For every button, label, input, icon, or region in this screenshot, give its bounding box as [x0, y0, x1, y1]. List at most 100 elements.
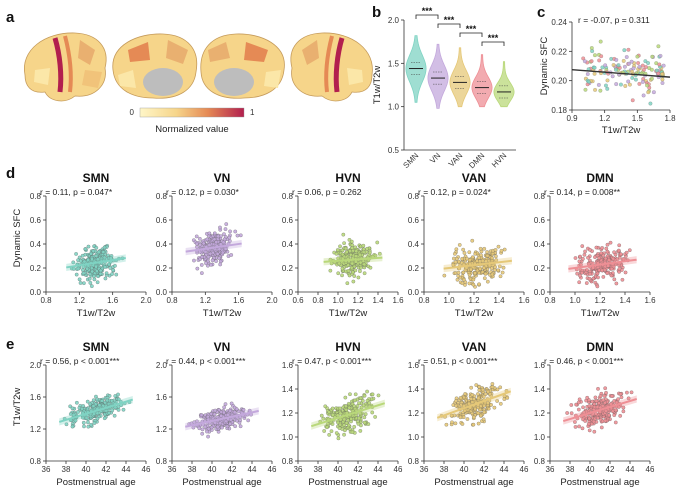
chart-e-point [91, 398, 96, 403]
chart-d-point [470, 255, 475, 260]
chart-e-point [495, 399, 499, 403]
panel-label-b: b [372, 4, 381, 21]
chart-d-point [469, 267, 473, 272]
chart-d-dmn-y-tick-label: 0.2 [534, 264, 546, 273]
chart-e-vn-y-tick-label: 1.6 [156, 393, 168, 402]
chart-e-x-axis-title: Postmenstrual age [560, 477, 639, 488]
chart-e-point [449, 413, 454, 418]
chart-d-point [485, 279, 490, 284]
chart-d-point [343, 246, 348, 251]
scatter-c-point [596, 83, 601, 87]
chart-d-dmn-x-tick-label: 1.6 [644, 296, 656, 305]
chart-e-point [462, 408, 467, 413]
chart-e-point [237, 420, 242, 425]
scatter-c-point [619, 82, 623, 87]
colorbar-title: Normalized value [155, 124, 228, 135]
chart-d-point [83, 247, 88, 251]
chart-d-point [473, 251, 478, 256]
chart-d-point [611, 256, 616, 261]
chart-d-point [90, 284, 94, 289]
chart-d-point [377, 251, 382, 256]
chart-e-point [573, 425, 578, 429]
chart-d-point [605, 249, 610, 254]
violin-category-label: HVN [490, 151, 508, 169]
chart-d-point [111, 268, 115, 272]
chart-e-point [569, 403, 574, 407]
chart-d-point [478, 246, 483, 251]
chart-e-point [363, 412, 368, 416]
chart-e-point [84, 416, 89, 420]
chart-d-point [204, 261, 208, 266]
chart-d-point [338, 244, 342, 249]
chart-d-point [87, 276, 92, 281]
chart-d-vn-y-tick-label: 0.6 [156, 216, 168, 225]
chart-e-point [360, 398, 365, 403]
brain-right-medial [200, 33, 285, 99]
chart-e-point [330, 406, 335, 411]
chart-e-point [599, 425, 604, 430]
chart-d-point [205, 237, 210, 242]
chart-d-point [467, 272, 472, 277]
chart-d-point [454, 247, 459, 252]
chart-d-point [346, 269, 351, 273]
chart-e-fit-line [436, 390, 512, 419]
scatter-c-point [624, 55, 629, 59]
chart-d-van-x-tick-label: 1.4 [493, 296, 505, 305]
chart-e-dmn-x-tick-label: 40 [586, 465, 595, 474]
chart-e-point [200, 431, 205, 436]
chart-e-point [197, 426, 202, 431]
chart-e-point [228, 408, 232, 413]
chart-e-point [607, 413, 611, 418]
chart-d-point [195, 245, 199, 249]
chart-d-point [581, 257, 585, 261]
chart-d-point [86, 244, 91, 249]
chart-d-point [596, 275, 600, 280]
chart-e-point [229, 401, 234, 406]
chart-d-van-x-tick-label: 0.8 [418, 296, 430, 305]
chart-e-hvn-x-tick-label: 36 [294, 465, 303, 474]
chart-d-point [81, 271, 86, 276]
chart-e-point [70, 424, 75, 429]
chart-e-point [480, 387, 485, 392]
chart-e-point [450, 420, 454, 425]
chart-e-point [356, 422, 361, 426]
chart-e-panel-hvn: 36 38 40 42 44 46 0.8 1.0 1.2 1.4 1.6 HVN r = 0.47, … [282, 340, 403, 488]
chart-d-smn-y-tick-label: 0.0 [30, 288, 42, 297]
colorbar-max-label: 1 [250, 108, 255, 117]
chart-d-dmn-y-tick-label: 0.0 [534, 288, 546, 297]
chart-e-point [91, 404, 96, 408]
chart-e-point [492, 405, 497, 410]
chart-e-van-y-tick-label: 0.8 [408, 457, 420, 466]
chart-e-point [218, 421, 223, 426]
violin-category-label: SMN [401, 151, 420, 170]
chart-d-fit-line [568, 258, 637, 270]
chart-d-point [102, 245, 107, 250]
chart-e-point [352, 404, 356, 408]
chart-e-point [222, 410, 226, 415]
chart-e-point [498, 401, 503, 406]
chart-d-point [218, 259, 223, 264]
scatter-row-d: Dynamic SFC 0.8 1.2 1.6 2.0 0.0 0.2 0.4 0.6 0.8 SM… [12, 171, 656, 319]
chart-e-point [476, 411, 481, 416]
chart-e-point [604, 409, 608, 413]
chart-d-point [342, 241, 346, 246]
scatter-c-point [598, 88, 603, 93]
chart-d-point [605, 242, 610, 247]
chart-d-point [77, 277, 82, 282]
chart-e-van-y-tick-label: 1.6 [408, 361, 420, 370]
chart-d-point [80, 268, 85, 272]
scatter-c-point [604, 83, 608, 88]
chart-d-point [200, 255, 204, 259]
scatter-c-point [636, 61, 641, 65]
chart-d-point [594, 245, 599, 250]
chart-e-point [80, 406, 84, 411]
chart-e-point [576, 400, 581, 405]
scatter-c-point [661, 63, 666, 68]
chart-e-vn-x-tick-label: 42 [228, 465, 237, 474]
chart-d-point [238, 233, 243, 238]
chart-e-point [337, 426, 342, 430]
chart-d-point [90, 269, 95, 274]
chart-d-point [620, 277, 625, 282]
chart-d-dmn-x-tick-label: 0.8 [544, 296, 556, 305]
scatter-c-point [581, 56, 586, 61]
